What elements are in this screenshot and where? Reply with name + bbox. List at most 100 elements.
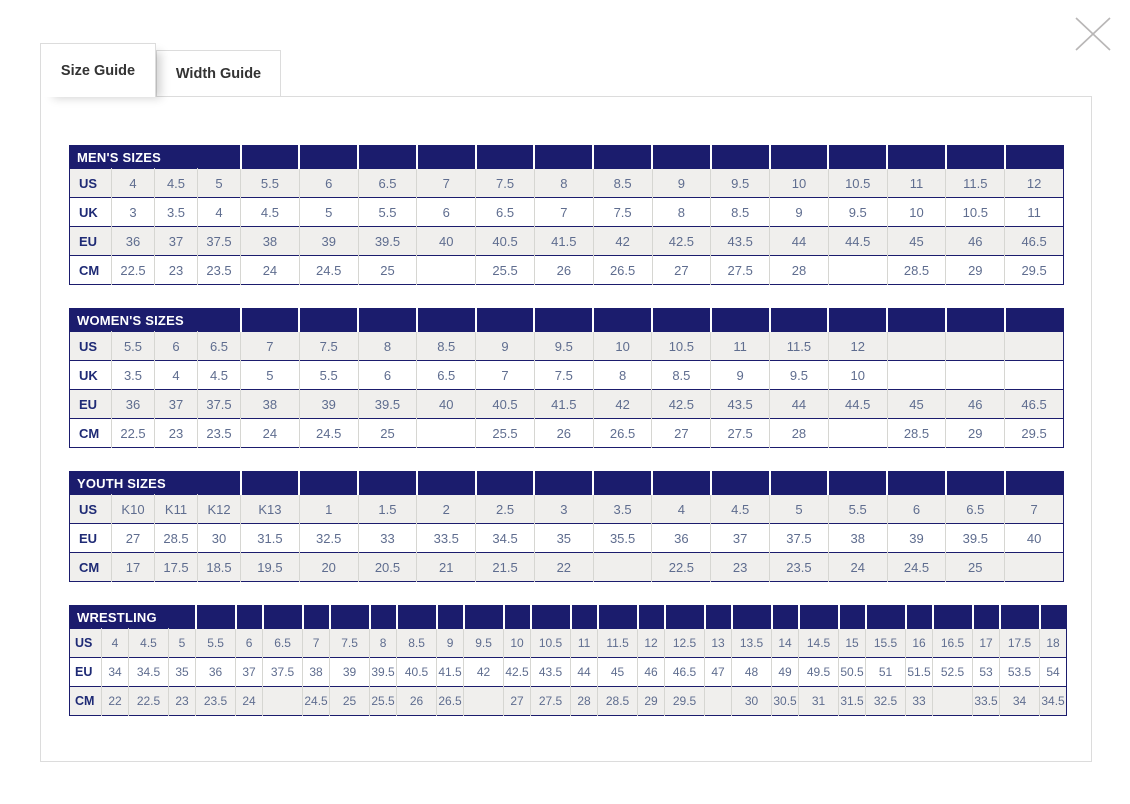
size-cell: 42 bbox=[592, 389, 652, 419]
size-cell: 3 bbox=[533, 494, 594, 524]
header-spacer-cell bbox=[239, 471, 300, 495]
header-spacer-cell bbox=[239, 145, 300, 169]
tab-width-guide[interactable]: Width Guide bbox=[156, 50, 281, 97]
size-cell: 37 bbox=[235, 657, 263, 687]
size-cell: 39.5 bbox=[357, 389, 417, 419]
size-cell: 9.5 bbox=[463, 628, 504, 658]
size-cell: 28 bbox=[769, 255, 829, 285]
row-label: US bbox=[79, 338, 98, 354]
header-spacer-cell bbox=[709, 471, 770, 495]
size-cell: 36 bbox=[195, 657, 236, 687]
size-cell: 10 bbox=[886, 197, 946, 227]
size-cell: 40 bbox=[416, 226, 476, 256]
header-spacer-cell bbox=[650, 308, 711, 332]
size-cell: 44 bbox=[570, 657, 598, 687]
size-cell: 37.5 bbox=[196, 226, 241, 256]
size-cell: 28.5 bbox=[597, 686, 638, 716]
size-cell: 37.5 bbox=[197, 389, 241, 419]
size-row-us: US K10 K11 K12 K13 1 1.5 2 2.5 3 3.5 4 4.5 5 5.5 6 6.5 7 bbox=[69, 494, 1064, 524]
size-cell: 9.5 bbox=[769, 360, 829, 390]
size-cell: 42.5 bbox=[651, 226, 711, 256]
size-cell: 5.5 bbox=[240, 168, 300, 198]
size-cell: 17 bbox=[111, 552, 155, 582]
size-cell: 6 bbox=[154, 331, 198, 361]
size-cell bbox=[945, 331, 1005, 361]
size-cell: 8 bbox=[357, 331, 417, 361]
size-cell: 40.5 bbox=[475, 226, 535, 256]
header-spacer-cell bbox=[474, 145, 535, 169]
size-cell: 27.5 bbox=[530, 686, 571, 716]
size-row-us: US 4 4.5 5 5.5 6 6.5 7 7.5 8 8.5 9 9.5 10 10.5 11 11.5 12… bbox=[69, 628, 1067, 658]
size-cell: 21 bbox=[416, 552, 476, 582]
size-cell bbox=[945, 360, 1005, 390]
size-cell bbox=[463, 686, 504, 716]
tab-size-guide[interactable]: Size Guide bbox=[40, 43, 156, 97]
size-cell: 4.5 bbox=[128, 628, 169, 658]
size-cell: 5 bbox=[240, 360, 300, 390]
table-title: WOMEN'S SIZES bbox=[69, 308, 241, 332]
size-cell: 11.5 bbox=[597, 628, 638, 658]
size-cell bbox=[827, 255, 888, 285]
size-row-cm: CM 22 22.5 23 23.5 24 24.5 25 25.5 26 26.5 27 27.5 28… bbox=[69, 686, 1067, 716]
header-spacer-cell bbox=[301, 605, 330, 629]
size-cell: 11 bbox=[710, 331, 770, 361]
size-cell: 10 bbox=[769, 168, 829, 198]
size-cell: 25.5 bbox=[369, 686, 397, 716]
size-cell: 10 bbox=[592, 331, 652, 361]
size-cell: 8.5 bbox=[710, 197, 770, 227]
row-label: EU bbox=[79, 396, 98, 412]
wrestling-sizes-table: WRESTLING US 4 4.5 5 5.5 6 6.5 7 7.5 8 8.5 9 9.5 10 10.… bbox=[69, 605, 1068, 716]
header-spacer-cell bbox=[768, 308, 829, 332]
size-cell: 22.5 bbox=[651, 552, 711, 582]
size-cell: 36 bbox=[111, 389, 155, 419]
size-cell: 36 bbox=[111, 226, 155, 256]
size-cell: 35 bbox=[533, 523, 594, 553]
size-cell: 24 bbox=[240, 255, 300, 285]
size-cell: 24.5 bbox=[298, 418, 359, 448]
size-cell: 31.5 bbox=[240, 523, 300, 553]
size-cell: 9.5 bbox=[710, 168, 770, 198]
size-cell: 49 bbox=[771, 657, 799, 687]
size-cell: 9 bbox=[710, 360, 770, 390]
size-cell: 4.5 bbox=[154, 168, 198, 198]
size-cell: 2 bbox=[416, 494, 476, 524]
header-spacer-cell bbox=[533, 471, 594, 495]
size-cell: 45 bbox=[886, 389, 946, 419]
size-cell: 28.5 bbox=[886, 255, 946, 285]
size-cell: K10 bbox=[111, 494, 155, 524]
header-spacer-cell bbox=[596, 605, 638, 629]
size-cell: 28 bbox=[570, 686, 598, 716]
size-cell: 23 bbox=[167, 686, 196, 716]
size-cell: 43.5 bbox=[710, 389, 770, 419]
size-cell: 54 bbox=[1039, 657, 1067, 687]
size-cell: 24 bbox=[240, 418, 300, 448]
size-cell: 6 bbox=[416, 197, 476, 227]
size-row-us: US 5.5 6 6.5 7 7.5 8 8.5 9 9.5 10 10.5 11 11.5 12 bbox=[69, 331, 1064, 361]
size-row-uk: UK 3 3.5 4 4.5 5 5.5 6 6.5 7 7.5 8 8.5 9 9.5 10 10.5 11 bbox=[69, 197, 1064, 227]
size-cell: 23 bbox=[154, 255, 198, 285]
size-row-uk: UK 3.5 4 4.5 5 5.5 6 6.5 7 7.5 8 8.5 9 9.5 10 bbox=[69, 360, 1064, 390]
size-cell: 46.5 bbox=[1004, 389, 1064, 419]
size-cell: 41.5 bbox=[436, 657, 464, 687]
header-spacer-cell bbox=[709, 145, 770, 169]
size-cell: 12.5 bbox=[664, 628, 705, 658]
mens-sizes-table: MEN'S SIZES US 4 4.5 5 5.5 6 6.5 7 7.5 8 8.5 9 9.5 10 1… bbox=[69, 145, 1064, 285]
size-cell: 8.5 bbox=[396, 628, 437, 658]
header-spacer-cell bbox=[234, 605, 263, 629]
size-cell: 27.5 bbox=[710, 418, 770, 448]
header-spacer-cell bbox=[827, 471, 888, 495]
header-spacer-cell bbox=[768, 145, 829, 169]
size-cell: 15 bbox=[838, 628, 866, 658]
size-cell: 4 bbox=[154, 360, 198, 390]
size-row-eu: EU 34 34.5 35 36 37 37.5 38 39 39.5 40.5 41.5 42 42.5… bbox=[69, 657, 1067, 687]
size-cell: 22.5 bbox=[111, 418, 155, 448]
size-cell: 12 bbox=[637, 628, 665, 658]
table-title: YOUTH SIZES bbox=[69, 471, 241, 495]
size-cell: 14 bbox=[771, 628, 799, 658]
close-icon[interactable] bbox=[1074, 15, 1112, 53]
size-cell: 26.5 bbox=[592, 418, 652, 448]
header-spacer-cell bbox=[533, 145, 594, 169]
size-cell: 29.5 bbox=[1004, 418, 1064, 448]
size-cell: 39 bbox=[298, 389, 359, 419]
header-spacer-cell bbox=[931, 605, 973, 629]
